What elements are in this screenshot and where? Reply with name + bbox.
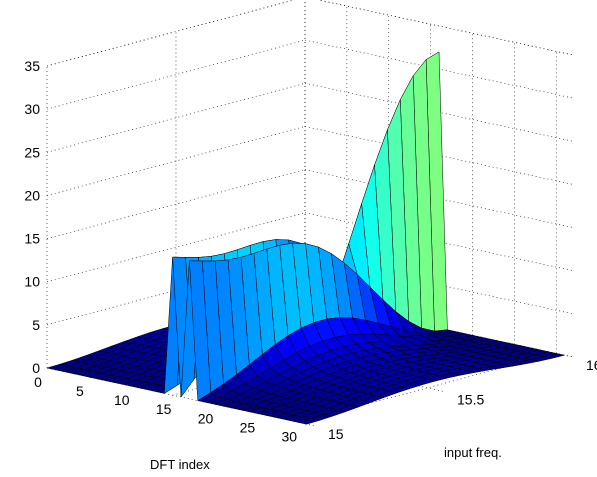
tick-label: 10 <box>24 274 40 290</box>
grid-line <box>304 82 574 142</box>
grid-line <box>46 212 306 283</box>
tick-label: 20 <box>24 187 40 203</box>
tick-label: 15 <box>24 231 40 247</box>
grid-line <box>317 0 574 56</box>
tick-label: 0 <box>32 360 40 376</box>
tick-label: 0 <box>34 374 42 390</box>
grid-line <box>304 212 574 272</box>
tick-label: 30 <box>24 101 40 117</box>
tick-label: 15 <box>328 426 344 442</box>
surface-mesh <box>46 51 565 425</box>
surface-patch <box>298 418 320 425</box>
grid-line <box>304 39 574 99</box>
tick-label: 15.5 <box>457 392 484 408</box>
grid-line <box>304 169 574 228</box>
tick-label: 20 <box>198 410 214 426</box>
tick-label: 30 <box>281 428 297 444</box>
tick-label: 25 <box>24 144 40 160</box>
grid-line <box>46 126 306 196</box>
grid-line <box>46 39 306 110</box>
grid-line <box>317 0 574 56</box>
tick-label: 15 <box>156 401 172 417</box>
grid-line <box>46 255 306 326</box>
tick-label: 16 <box>586 357 597 373</box>
tick-label: 5 <box>76 383 84 399</box>
axis-ticks: 0 5 10 15 20 25 30 35 0 5 10 15 20 25 30 15 15.5 16 <box>24 58 597 444</box>
tick-label: 35 <box>24 58 40 74</box>
grid-line <box>46 82 306 153</box>
tick-label: 5 <box>32 317 40 333</box>
y-axis-label: input freq. <box>444 445 502 460</box>
grid-line <box>304 126 574 185</box>
grid-line <box>46 0 295 67</box>
tick-label: 10 <box>114 392 130 408</box>
x-axis-label: DFT index <box>150 457 210 472</box>
grid-line <box>46 169 306 239</box>
grid-line <box>304 255 574 315</box>
tick-label: 25 <box>240 419 256 435</box>
